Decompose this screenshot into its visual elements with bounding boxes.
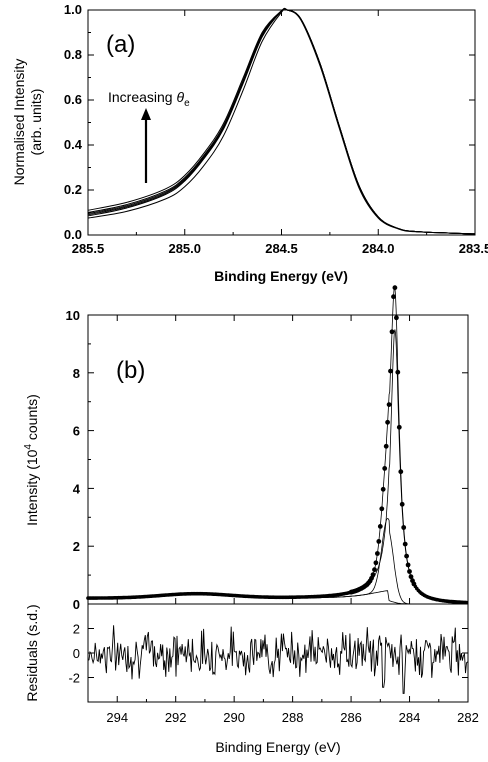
chart-a-series-line: [87, 8, 476, 235]
chart-b-data-point: [401, 525, 407, 530]
chart-b-x-tick-label: 290: [223, 710, 245, 725]
chart-b-y-label-text: Intensity (10: [24, 449, 40, 525]
chart-b-data-point: [377, 524, 383, 529]
chart-b-total-fit: [88, 285, 468, 603]
chart-b-data-point: [396, 424, 402, 430]
chart-b-x-tick-label: 288: [282, 710, 304, 725]
chart-b-residual-label: Residuals (s.d.): [24, 604, 40, 701]
chart-b-y-tick-label: 0: [73, 597, 80, 612]
chart-b-data-point: [407, 569, 412, 574]
chart-a: 0.00.20.40.60.81.0 285.5 285.0 284.5 284.0 2…: [11, 2, 488, 284]
chart-b-residual-y-tick-label: 0: [73, 646, 80, 661]
chart-b-data-point: [394, 315, 399, 321]
chart-b-data-point: [391, 294, 396, 300]
chart-b-x-tick-label: 292: [165, 710, 187, 725]
chart-b-data-point: [382, 466, 388, 471]
chart-b-x-tick-label: 286: [340, 710, 362, 725]
chart-b-data-point: [369, 575, 374, 581]
chart-a-annotation-subscript: e: [184, 98, 190, 109]
chart-a-x-tick-label: 285.5: [72, 241, 105, 256]
chart-b-data-point: [379, 506, 385, 512]
chart-b-x-tick-label: 284: [399, 710, 421, 725]
chart-b-y-label: Intensity (104 counts): [23, 394, 40, 526]
chart-b-x-tick-label: 294: [106, 710, 128, 725]
chart-a-y-tick-label: 1.0: [64, 2, 82, 17]
chart-a-y-tick-label: 0.6: [64, 92, 82, 107]
chart-b-y-axis: 0 2 4 6 8 10: [66, 308, 468, 612]
chart-a-y-axis: 0.0 0.2 0.4 0.6 0.8 1.0: [64, 2, 475, 242]
chart-b-y-tick-label: 10: [66, 308, 80, 323]
chart-a-x-tick-label: 285.0: [168, 241, 201, 256]
chart-b-data-point: [395, 369, 401, 375]
chart-b-residual-trace: [87, 625, 468, 694]
chart-b-data-point: [389, 329, 395, 335]
chart-b-data-point: [399, 501, 405, 507]
chart-b-data-point: [386, 402, 392, 407]
chart-a-x-tick-label: 283.5: [459, 241, 488, 256]
chart-b-panel-label: (b): [116, 357, 145, 384]
chart-b-residual-y-tick-label: 2: [73, 622, 80, 637]
chart-b-data-point: [388, 368, 393, 374]
chart-a-arrow-head: [141, 108, 151, 120]
chart-b-data-point: [405, 562, 411, 568]
chart-b-data-point: [373, 560, 379, 566]
chart-b-data-point: [380, 486, 386, 492]
chart-a-y-tick-label: 0.4: [64, 137, 83, 152]
chart-a-y-label-line1: Normalised Intensity: [11, 59, 27, 186]
chart-b: 0 2 4 6 8 10 2 0 -2 294 292 290 288 286 284 282 (b) I…: [23, 285, 479, 755]
chart-b-data-point: [408, 574, 414, 580]
chart-b-y-label-tail: counts): [24, 394, 40, 444]
chart-b-data-point: [372, 567, 377, 573]
chart-b-y-tick-label: 6: [73, 424, 80, 439]
chart-b-shoulder-component: [88, 518, 468, 605]
chart-a-annotation: Increasing θe: [108, 89, 190, 109]
chart-b-x-tick-label: 282: [457, 710, 479, 725]
chart-a-y-tick-label: 0.0: [64, 227, 82, 242]
chart-b-x-label: Binding Energy (eV): [215, 739, 340, 755]
chart-b-residual-y-tick-label: -2: [68, 671, 80, 686]
chart-b-data-point: [385, 419, 390, 425]
chart-a-y-tick-label: 0.2: [64, 182, 82, 197]
chart-b-data-point: [404, 553, 409, 559]
chart-b-data-point: [398, 469, 404, 475]
chart-b-y-tick-label: 8: [73, 366, 80, 381]
chart-b-data-point: [392, 285, 398, 291]
chart-a-x-tick-label: 284.5: [265, 241, 298, 256]
chart-b-data-points: [86, 285, 469, 605]
chart-b-data-point: [370, 572, 376, 578]
chart-a-panel-label: (a): [106, 31, 135, 58]
chart-b-y-label-sup: 4: [23, 444, 34, 450]
chart-b-residual-line: [87, 625, 468, 694]
chart-a-x-tick-label: 284.0: [362, 241, 395, 256]
chart-a-annotation-symbol: θ: [176, 89, 184, 105]
chart-b-fit-curves: [88, 285, 468, 605]
chart-a-x-label: Binding Energy (eV): [214, 268, 348, 284]
chart-a-y-tick-label: 0.8: [64, 47, 82, 62]
chart-b-y-tick-label: 4: [73, 481, 81, 496]
chart-b-data-point: [402, 541, 408, 547]
chart-b-data-point: [383, 443, 389, 449]
chart-b-data-point: [464, 600, 469, 605]
chart-b-data-point: [376, 539, 382, 544]
chart-b-data-point: [375, 551, 380, 556]
chart-a-x-axis: 285.5 285.0 284.5 284.0 283.5: [72, 10, 488, 256]
chart-a-annotation-text: Increasing: [108, 89, 173, 105]
chart-b-y-tick-label: 2: [73, 539, 80, 554]
chart-a-series: [87, 7, 476, 235]
chart-a-y-label-line2: (arb. units): [28, 89, 44, 156]
